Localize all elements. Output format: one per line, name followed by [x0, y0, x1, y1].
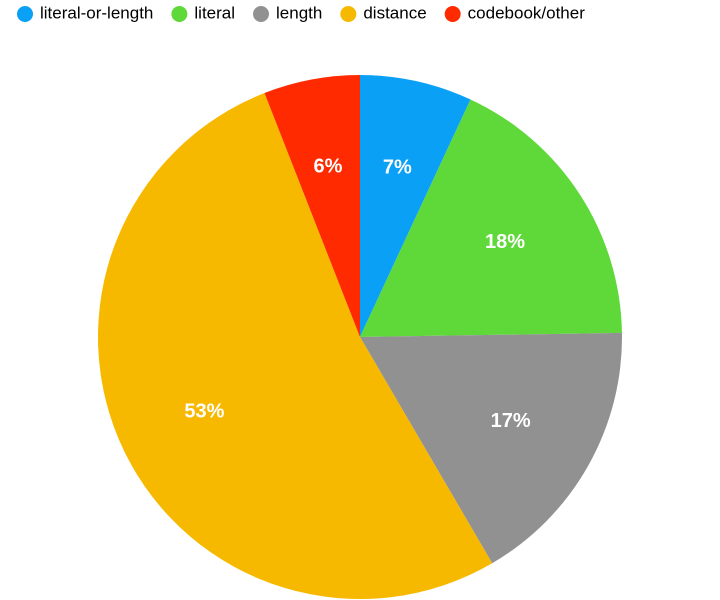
pie-slice [98, 93, 493, 599]
pie-slice [360, 75, 471, 337]
slice-label: 53% [184, 401, 224, 423]
legend-label: literal [194, 3, 235, 22]
legend-marker [171, 6, 188, 22]
slice-label: 17% [491, 410, 531, 432]
legend-marker [444, 6, 461, 22]
legend-label: length [276, 3, 322, 22]
pie-slice [264, 75, 360, 337]
legend-marker [253, 6, 270, 22]
slice-label: 18% [485, 231, 525, 253]
legend-marker [17, 6, 33, 22]
legend-label: literal-or-length [40, 3, 153, 22]
slice-label: 7% [383, 156, 412, 178]
pie-slice [360, 99, 622, 337]
legend-label: distance [363, 3, 426, 22]
legend-marker [340, 6, 357, 22]
pie-slice [360, 332, 622, 564]
slice-label: 6% [313, 155, 342, 177]
legend-label: codebook/other [468, 3, 586, 22]
